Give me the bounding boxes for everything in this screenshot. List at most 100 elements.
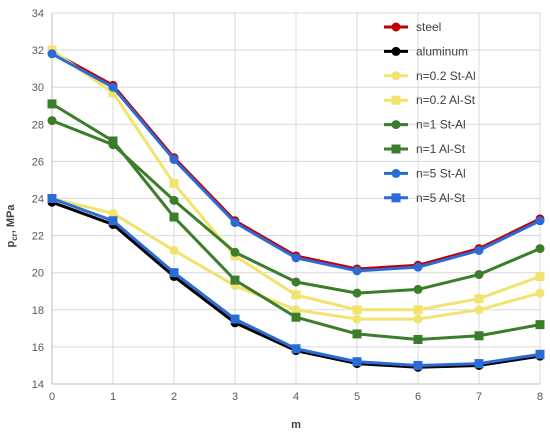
data-point-n-1-st-al: [352, 288, 362, 298]
data-point-n-1-al-st: [108, 136, 118, 146]
y-tick-label: 30: [32, 82, 44, 94]
data-point-n-0-2-al-st: [352, 305, 362, 315]
y-tick-label: 26: [32, 156, 44, 168]
legend-label: aluminum: [416, 44, 468, 58]
x-tick-label: 0: [49, 391, 55, 403]
y-tick-label: 24: [32, 194, 44, 206]
y-axis-label-unit: , MPa: [5, 204, 17, 234]
data-point-n-5-al-st: [291, 344, 301, 354]
data-point-n-5-st-al: [291, 253, 301, 263]
data-point-n-0-2-st-al: [352, 314, 362, 324]
data-point-n-1-st-al: [413, 284, 423, 294]
legend-item-n-1-al-st: n=1 Al-St: [384, 142, 466, 156]
data-point-n-5-st-al: [230, 218, 240, 228]
data-point-n-5-st-al: [535, 216, 545, 226]
legend-item-n-5-st-al: n=5 St-Al: [384, 166, 466, 180]
legend-swatch-marker: [391, 168, 401, 178]
y-tick-label: 28: [32, 119, 44, 131]
data-point-n-0-2-al-st: [413, 305, 423, 315]
data-point-n-5-al-st: [47, 194, 57, 203]
legend-swatch-marker: [391, 71, 401, 81]
y-axis-label-subscript: cr: [10, 233, 19, 241]
data-point-n-0-2-al-st: [291, 290, 301, 300]
x-tick-label: 2: [171, 391, 177, 403]
series-n-5-st-al: [47, 49, 545, 276]
series-lines: [47, 45, 545, 372]
y-tick-label: 18: [32, 305, 44, 317]
data-point-n-5-al-st: [169, 268, 179, 278]
x-tick-label: 6: [415, 391, 421, 403]
y-tick-label: 14: [32, 379, 44, 391]
data-point-n-1-al-st: [169, 212, 179, 222]
legend-item-n-1-st-al: n=1 St-Al: [384, 118, 466, 132]
data-point-n-1-al-st: [535, 320, 545, 330]
legend: steel aluminum n=0.2 St-Al n=0.2 Al-St n=1 S…: [384, 20, 476, 205]
data-point-n-0-2-st-al: [474, 305, 484, 315]
data-point-n-5-st-al: [108, 82, 118, 92]
data-point-n-5-al-st: [352, 357, 362, 367]
legend-label: n=1 Al-St: [416, 142, 466, 156]
data-point-n-5-al-st: [474, 359, 484, 369]
data-point-n-0-2-st-al: [108, 208, 118, 218]
x-tick-label: 5: [354, 391, 360, 403]
data-point-n-5-st-al: [352, 266, 362, 276]
legend-label: n=5 St-Al: [416, 166, 466, 180]
legend-label: steel: [416, 20, 441, 34]
data-point-n-5-st-al: [413, 262, 423, 272]
data-point-n-5-st-al: [169, 155, 179, 165]
data-point-n-1-al-st: [47, 99, 57, 109]
legend-swatch-marker: [391, 95, 401, 105]
data-point-n-1-al-st: [413, 334, 423, 344]
x-tick-label: 7: [476, 391, 482, 403]
legend-label: n=0.2 Al-St: [416, 93, 476, 107]
data-point-n-1-al-st: [352, 329, 362, 339]
y-tick-label: 32: [32, 45, 44, 57]
legend-swatch-marker: [391, 22, 401, 32]
data-point-n-0-2-al-st: [169, 179, 179, 189]
data-point-n-5-al-st: [230, 314, 240, 324]
legend-item-n-0-2-st-al: n=0.2 St-Al: [384, 69, 476, 83]
legend-swatch-marker: [391, 46, 401, 56]
data-point-n-5-st-al: [47, 49, 57, 59]
data-point-n-5-al-st: [108, 216, 118, 226]
y-tick-label: 34: [32, 8, 44, 20]
y-axis-label-main: p: [5, 241, 17, 248]
data-point-n-1-st-al: [291, 277, 301, 287]
data-point-n-1-st-al: [47, 116, 57, 126]
data-point-n-0-2-st-al: [169, 245, 179, 255]
legend-swatch-marker: [391, 144, 401, 154]
legend-label: n=0.2 St-Al: [416, 69, 476, 83]
legend-item-steel: steel: [384, 20, 441, 34]
x-tick-label: 8: [537, 391, 543, 403]
legend-label: n=1 St-Al: [416, 118, 466, 132]
series-n-5-al-st: [47, 194, 545, 370]
y-tick-label: 20: [32, 268, 44, 280]
data-point-n-0-2-st-al: [535, 288, 545, 298]
legend-swatch-marker: [391, 120, 401, 130]
series-n-1-al-st: [47, 99, 545, 344]
data-point-n-1-st-al: [230, 247, 240, 257]
data-point-n-5-al-st: [535, 349, 545, 359]
data-point-n-1-al-st: [291, 312, 301, 322]
data-point-n-5-al-st: [413, 360, 423, 370]
data-point-n-1-st-al: [169, 195, 179, 205]
data-point-n-0-2-al-st: [108, 88, 118, 98]
data-point-n-0-2-st-al: [291, 305, 301, 315]
legend-item-n-5-al-st: n=5 Al-St: [384, 191, 466, 205]
x-tick-label: 3: [232, 391, 238, 403]
data-point-n-0-2-al-st: [474, 294, 484, 304]
legend-item-aluminum: aluminum: [384, 44, 468, 58]
legend-label: n=5 Al-St: [416, 191, 466, 205]
y-tick-label: 22: [32, 231, 44, 243]
x-axis-label: m: [291, 419, 301, 431]
data-point-n-1-st-al: [535, 244, 545, 254]
y-axis-label: pcr, MPa: [5, 204, 19, 248]
legend-swatch-marker: [391, 193, 401, 203]
legend-item-n-0-2-al-st: n=0.2 Al-St: [384, 93, 476, 107]
x-tick-label: 1: [110, 391, 116, 403]
data-point-n-5-st-al: [474, 245, 484, 255]
data-point-n-1-st-al: [474, 270, 484, 280]
